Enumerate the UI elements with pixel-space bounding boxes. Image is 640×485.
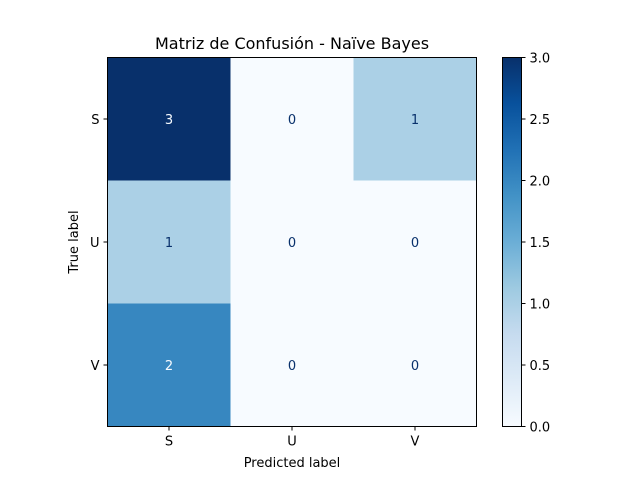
cell-value-label: 1: [165, 236, 173, 251]
colorbar-tick-label: 0.0: [530, 421, 551, 436]
cell-value-label: 0: [411, 236, 419, 251]
heatmap-cell: [107, 180, 231, 304]
colorbar-tick-label: 3.0: [530, 52, 551, 67]
x-tick-label: S: [165, 435, 173, 450]
cell-value-label: 1: [411, 113, 419, 128]
colorbar-tick-label: 2.5: [530, 113, 551, 128]
y-tick-label: V: [91, 359, 100, 374]
cell-value-label: 0: [288, 236, 296, 251]
x-tick-label: V: [411, 435, 420, 450]
colorbar-tick-label: 1.0: [530, 298, 551, 313]
cell-value-label: 3: [165, 113, 173, 128]
y-axis-label: True label: [67, 210, 82, 274]
y-tick-label: U: [90, 236, 100, 251]
colorbar-tick-label: 2.0: [530, 175, 551, 190]
heatmap-cell: [353, 303, 477, 427]
heatmap-cell: [353, 57, 477, 181]
heatmap-cell: [230, 303, 354, 427]
chart-title: Matriz de Confusión - Naïve Bayes: [155, 34, 429, 53]
heatmap-cell: [230, 180, 354, 304]
heatmap-cell: [230, 57, 354, 181]
heatmap-cell-labels: 3 0 1 1 0 0 2 0 0: [165, 113, 419, 374]
cell-value-label: 0: [411, 359, 419, 374]
heatmap-cell: [107, 303, 231, 427]
colorbar-tick-label: 0.5: [530, 359, 551, 374]
y-axis-ticks: S U V: [90, 113, 108, 374]
y-tick-label: S: [91, 113, 99, 128]
x-tick-label: U: [287, 435, 297, 450]
x-axis-label: Predicted label: [244, 456, 341, 471]
heatmap-cell: [353, 180, 477, 304]
cell-value-label: 0: [288, 359, 296, 374]
heatmap-cells: [107, 57, 477, 427]
colorbar: [502, 57, 522, 427]
heatmap-cell: [107, 57, 231, 181]
colorbar-tick-label: 1.5: [530, 236, 551, 251]
colorbar-ticks: 0.0 0.5 1.0 1.5 2.0 2.5 3.0: [521, 52, 551, 436]
cell-value-label: 2: [165, 359, 173, 374]
cell-value-label: 0: [288, 113, 296, 128]
